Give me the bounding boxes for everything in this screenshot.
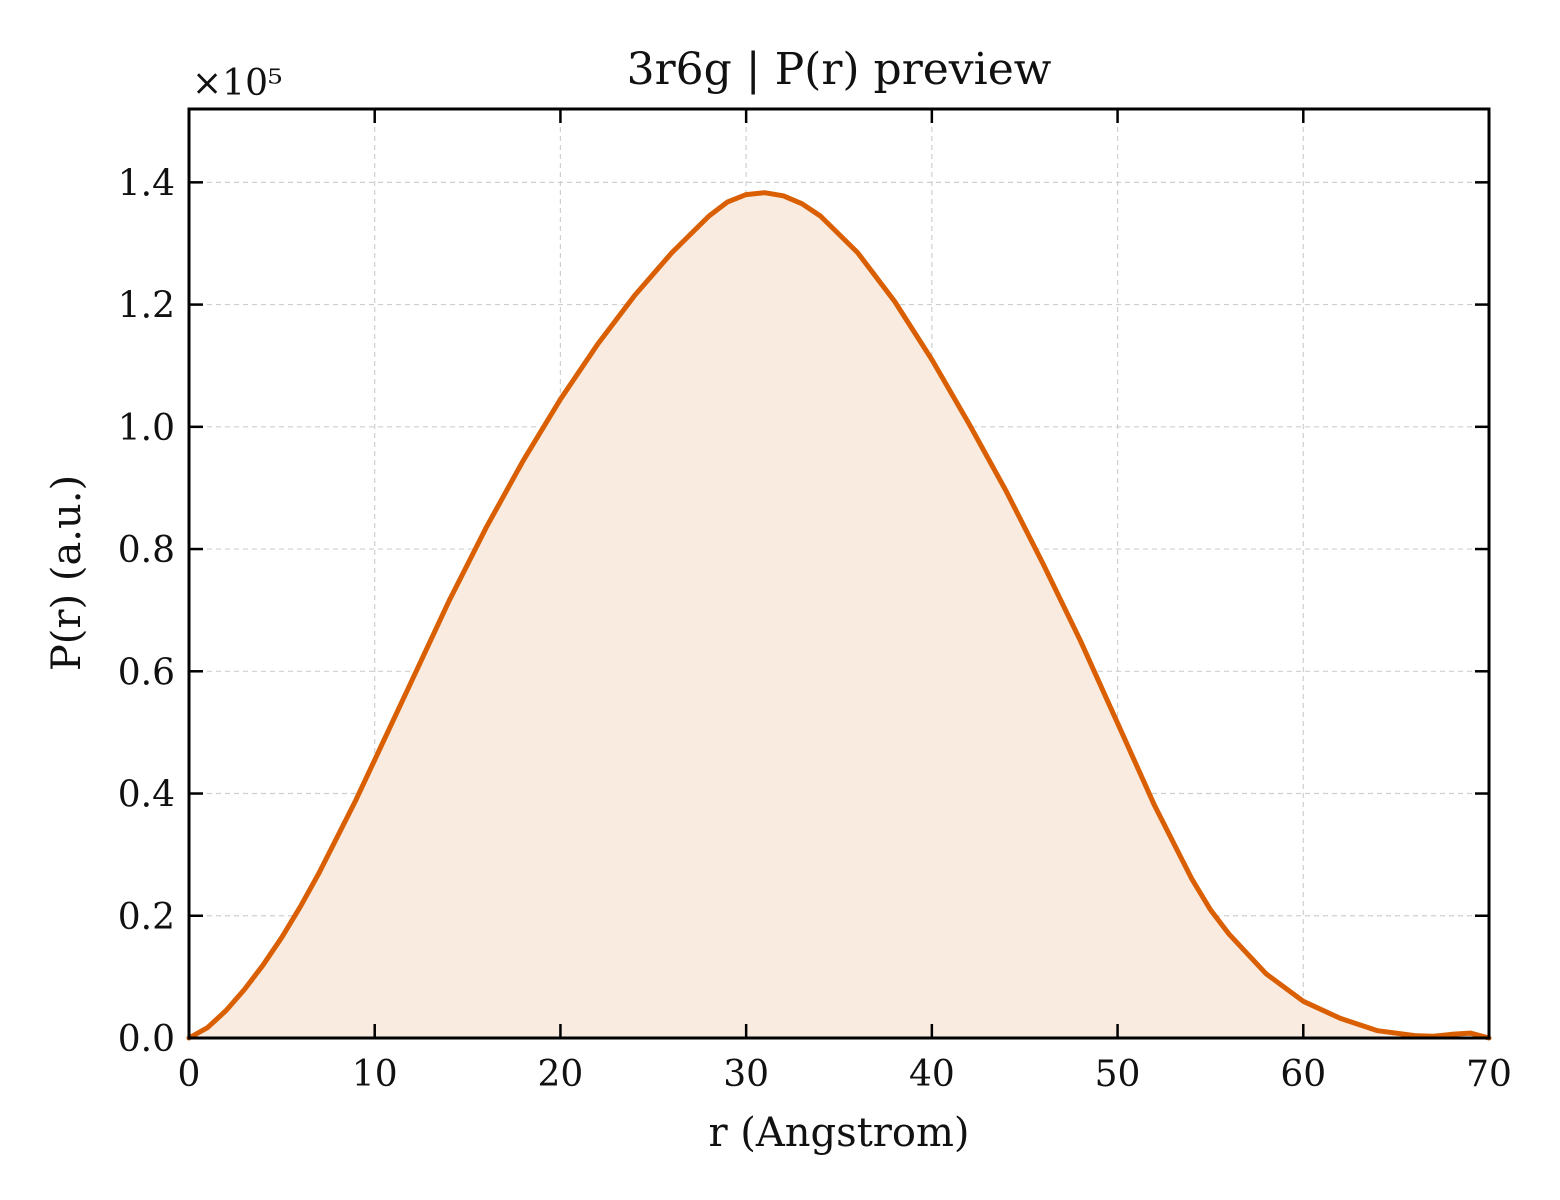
x-tick-label: 60 [1280, 1054, 1326, 1095]
y-tick-label: 1.4 [118, 163, 175, 204]
plot-frame [187, 107, 1491, 1040]
y-tick-label: 0.6 [118, 652, 175, 693]
y-tick-label: 0.2 [118, 897, 175, 938]
x-tick-label: 10 [352, 1054, 398, 1095]
x-axis-label: r (Angstrom) [708, 1110, 969, 1156]
x-tick-label: 20 [538, 1054, 584, 1095]
x-tick-labels: 0 10 20 30 40 50 60 70 [178, 1054, 1512, 1095]
y-tick-label: 1.2 [118, 286, 175, 327]
x-tick-label: 50 [1095, 1054, 1141, 1095]
y-tick-label: 1.0 [118, 408, 175, 449]
pr-curve [186, 190, 1492, 1041]
tick-layer [187, 109, 1491, 1040]
x-tick-label: 0 [178, 1054, 201, 1095]
y-tick-label: 0.0 [118, 1019, 175, 1060]
x-tick-label: 40 [909, 1054, 955, 1095]
y-axis-label: P(r) (a.u.) [44, 475, 90, 671]
y-tick-labels: 0.0 0.2 0.4 0.6 0.8 1.0 1.2 1.4 [118, 163, 175, 1060]
line-layer [186, 190, 1492, 1041]
x-tick-label: 30 [723, 1054, 769, 1095]
chart-title: 3r6g | P(r) preview [627, 44, 1052, 95]
y-tick-label: 0.4 [118, 775, 175, 816]
x-tick-label: 70 [1466, 1054, 1512, 1095]
area-layer [189, 192, 1489, 1038]
y-multiplier-label: ×10⁵ [192, 63, 282, 104]
y-tick-label: 0.8 [118, 530, 175, 571]
pr-area-fill [189, 192, 1489, 1038]
